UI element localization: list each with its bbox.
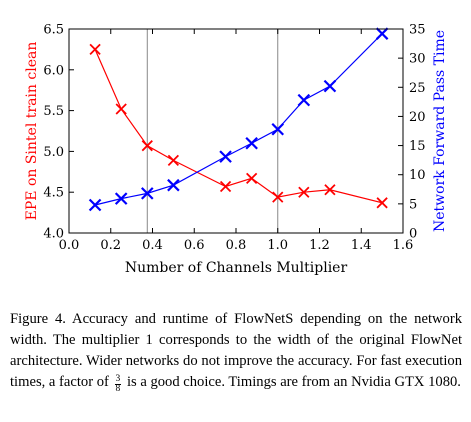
- caption-line-2: network width. The multiplier 1 correspo…: [10, 311, 462, 348]
- time-point: [375, 27, 389, 40]
- y-left-tick-label: 4.0: [43, 227, 64, 242]
- fraction-denominator: 8: [115, 384, 121, 394]
- y-right-tick-label: 15: [409, 139, 426, 154]
- x-tick-label: 0.4: [142, 238, 163, 253]
- marker-stroke: [114, 192, 128, 205]
- epe-point: [141, 140, 153, 152]
- y-right-tick-label: 35: [409, 23, 426, 38]
- marker-stroke: [271, 122, 285, 136]
- time-series-line: [94, 33, 383, 206]
- y-right-tick-label: 20: [409, 110, 426, 125]
- y-right-tick-label: 10: [409, 168, 426, 183]
- y-axis-left-title: EPE on Sintel train clean: [24, 42, 40, 221]
- epe-point: [246, 172, 258, 184]
- marker-stroke: [297, 93, 311, 107]
- x-tick-label: 0.6: [184, 238, 205, 253]
- marker-stroke: [323, 79, 337, 93]
- series-lines: [94, 33, 383, 206]
- x-axis-title: Number of Channels Multiplier: [125, 260, 348, 276]
- x-tick-label: 0.0: [59, 238, 80, 253]
- tick-labels: 0.0 0.2 0.4 0.6 0.8 1.0 1.2 1.4 1.6 4.0 4.5 5.0 5.5 6…: [43, 23, 425, 254]
- epe-point: [89, 43, 101, 56]
- y-left-tick-label: 6.5: [43, 23, 64, 38]
- marker-stroke: [167, 154, 180, 167]
- x-tick-label: 0.8: [226, 238, 247, 253]
- time-point: [114, 192, 128, 205]
- y-right-tick-label: 25: [409, 81, 426, 96]
- marker-stroke: [219, 180, 232, 193]
- marker-stroke: [115, 103, 127, 115]
- x-tick-label: 1.6: [393, 238, 414, 253]
- marker-stroke: [272, 191, 284, 203]
- time-point: [323, 79, 337, 93]
- x-tick-label: 1.0: [267, 238, 288, 253]
- marker-stroke: [245, 136, 258, 150]
- y-right-tick-label: 30: [409, 52, 426, 67]
- caption-line-5: Timings are from an Nvidia GTX 1080.: [228, 374, 461, 390]
- x-tick-label: 0.2: [100, 238, 121, 253]
- marker-stroke: [167, 178, 180, 192]
- x-tick-label: 1.2: [309, 238, 330, 253]
- axis-ticks: [68, 28, 404, 234]
- time-point: [219, 150, 232, 163]
- marker-stroke: [375, 27, 389, 40]
- reference-lines: [146, 29, 279, 233]
- figure-caption: Figure 4. Accuracy and runtime of FlowNe…: [10, 309, 462, 394]
- epe-point: [272, 191, 284, 203]
- y-right-tick-label: 5: [409, 197, 417, 212]
- time-point: [297, 93, 311, 107]
- y-left-tick-label: 4.5: [43, 186, 64, 201]
- y-axis-right-title: Network Forward Pass Time: [432, 30, 448, 232]
- fraction-numerator: 3: [114, 374, 122, 385]
- epe-point: [167, 154, 180, 167]
- time-point: [271, 122, 285, 136]
- time-point: [88, 198, 102, 212]
- marker-stroke: [219, 150, 232, 163]
- marker-stroke: [88, 198, 102, 212]
- caption-line-4b: is a good choice.: [126, 374, 226, 390]
- time-point: [167, 178, 180, 192]
- marker-stroke: [141, 187, 154, 200]
- caption-line-1: Figure 4. Accuracy and runtime of FlowNe…: [10, 311, 408, 327]
- epe-point: [376, 197, 388, 209]
- x-tick-label: 1.4: [351, 238, 372, 253]
- y-left-tick-label: 5.5: [43, 104, 64, 119]
- epe-series-line: [94, 49, 383, 204]
- epe-point: [115, 103, 127, 115]
- caption-line-3: original FlowNet architecture. Wider net…: [10, 332, 463, 369]
- time-point: [245, 136, 258, 150]
- epe-point: [324, 184, 336, 196]
- marker-stroke: [376, 197, 388, 209]
- series-markers: [88, 27, 389, 212]
- plot-frame: [68, 28, 404, 234]
- epe-point: [219, 180, 232, 193]
- marker-stroke: [298, 186, 310, 198]
- epe-point: [298, 186, 310, 198]
- marker-stroke: [324, 184, 336, 196]
- marker-stroke: [141, 140, 153, 152]
- y-right-tick-label: 0: [409, 227, 417, 242]
- time-point: [141, 187, 154, 200]
- y-left-tick-label: 6.0: [43, 63, 64, 78]
- y-left-tick-label: 5.0: [43, 145, 64, 160]
- chart: 0.0 0.2 0.4 0.6 0.8 1.0 1.2 1.4 1.6 4.0 4.5 5.0 5.5 6…: [24, 23, 448, 277]
- caption-line-4a: accuracy. For fast execution times, a fa…: [10, 353, 462, 390]
- marker-stroke: [89, 43, 101, 56]
- marker-stroke: [246, 172, 258, 184]
